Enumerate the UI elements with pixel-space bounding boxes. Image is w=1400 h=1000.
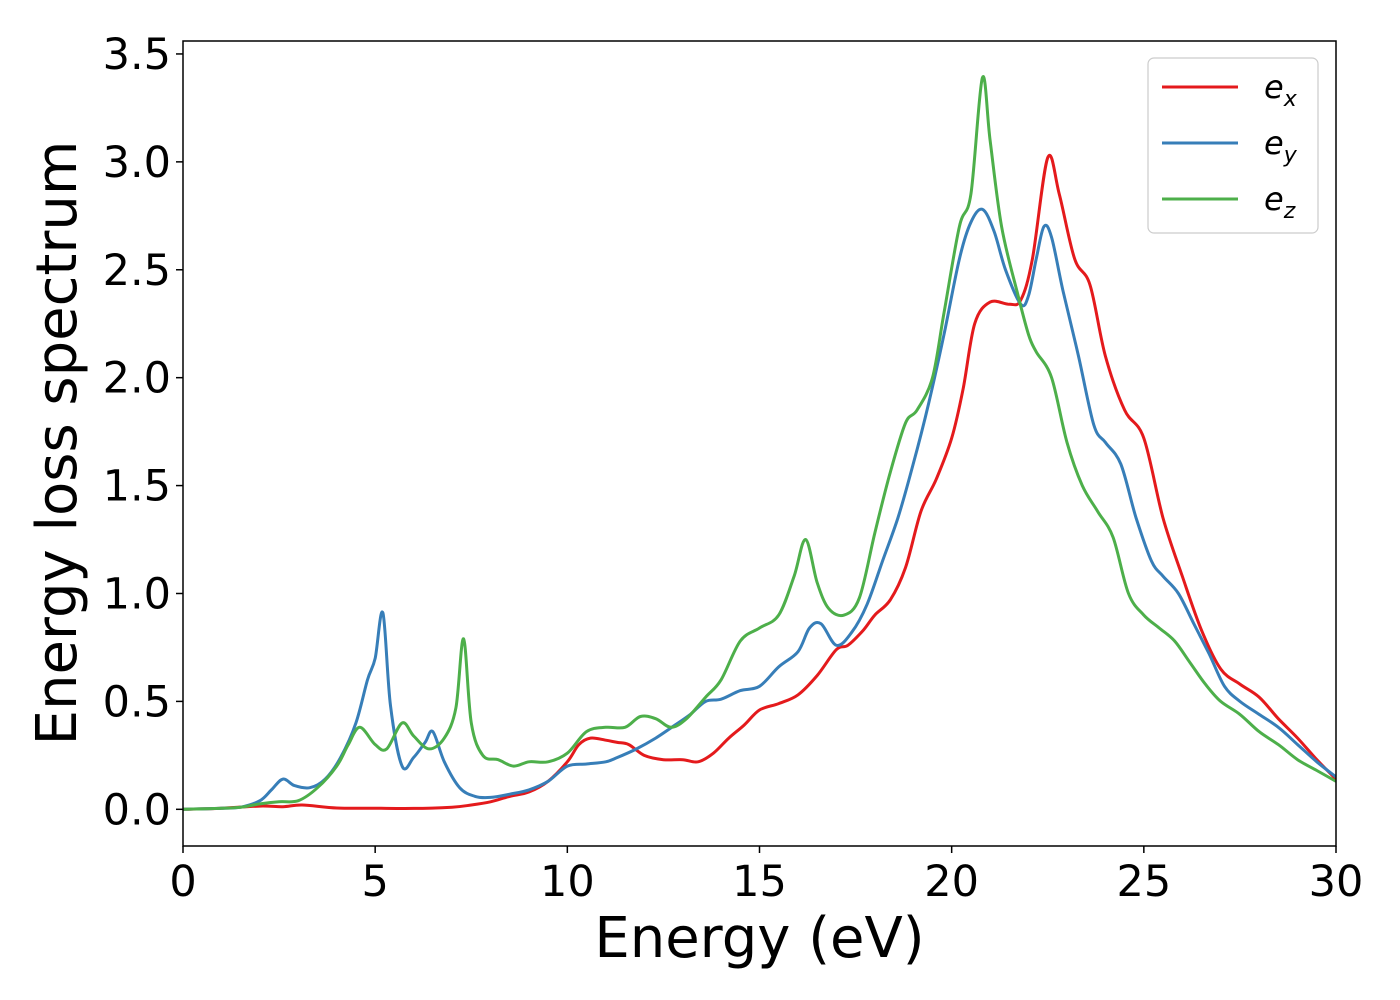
legend-label-ez: ez (1264, 180, 1296, 224)
series-line-ez (183, 75, 1336, 811)
series-line-ex (183, 153, 1336, 811)
y-axis: 0.0 0.5 1.0 1.5 2.0 2.5 3.0 3.5 (103, 30, 183, 835)
y-tick-label: 0.0 (103, 785, 171, 835)
x-tick-label: 0 (169, 857, 196, 907)
x-tick-label: 20 (924, 857, 979, 907)
x-tick-label: 10 (540, 857, 595, 907)
x-tick-label: 25 (1116, 857, 1171, 907)
legend-box (1147, 57, 1319, 234)
y-tick-label: 1.0 (103, 569, 171, 619)
y-tick-label: 3.0 (103, 138, 171, 188)
series-layer (183, 75, 1336, 811)
y-tick-label: 0.5 (103, 677, 171, 727)
x-tick-label: 15 (732, 857, 787, 907)
legend: ex ey ez (1147, 57, 1319, 234)
y-tick-label: 2.0 (103, 354, 171, 404)
series-line-ey (183, 207, 1336, 811)
y-tick-label: 3.5 (103, 30, 171, 80)
y-tick-label: 1.5 (103, 462, 171, 512)
legend-label-ex: ex (1264, 68, 1298, 112)
x-axis: 0 5 10 15 20 25 30 (169, 846, 1363, 907)
x-axis-label: Energy (eV) (594, 906, 924, 971)
x-tick-label: 30 (1309, 857, 1364, 907)
y-axis-label: Energy loss spectrum (25, 141, 90, 746)
plot-background (183, 41, 1336, 846)
legend-label-ey: ey (1264, 124, 1298, 168)
legend-entries: ex ey ez (1162, 68, 1298, 224)
x-tick-label: 5 (361, 857, 388, 907)
y-tick-label: 2.5 (103, 246, 171, 296)
